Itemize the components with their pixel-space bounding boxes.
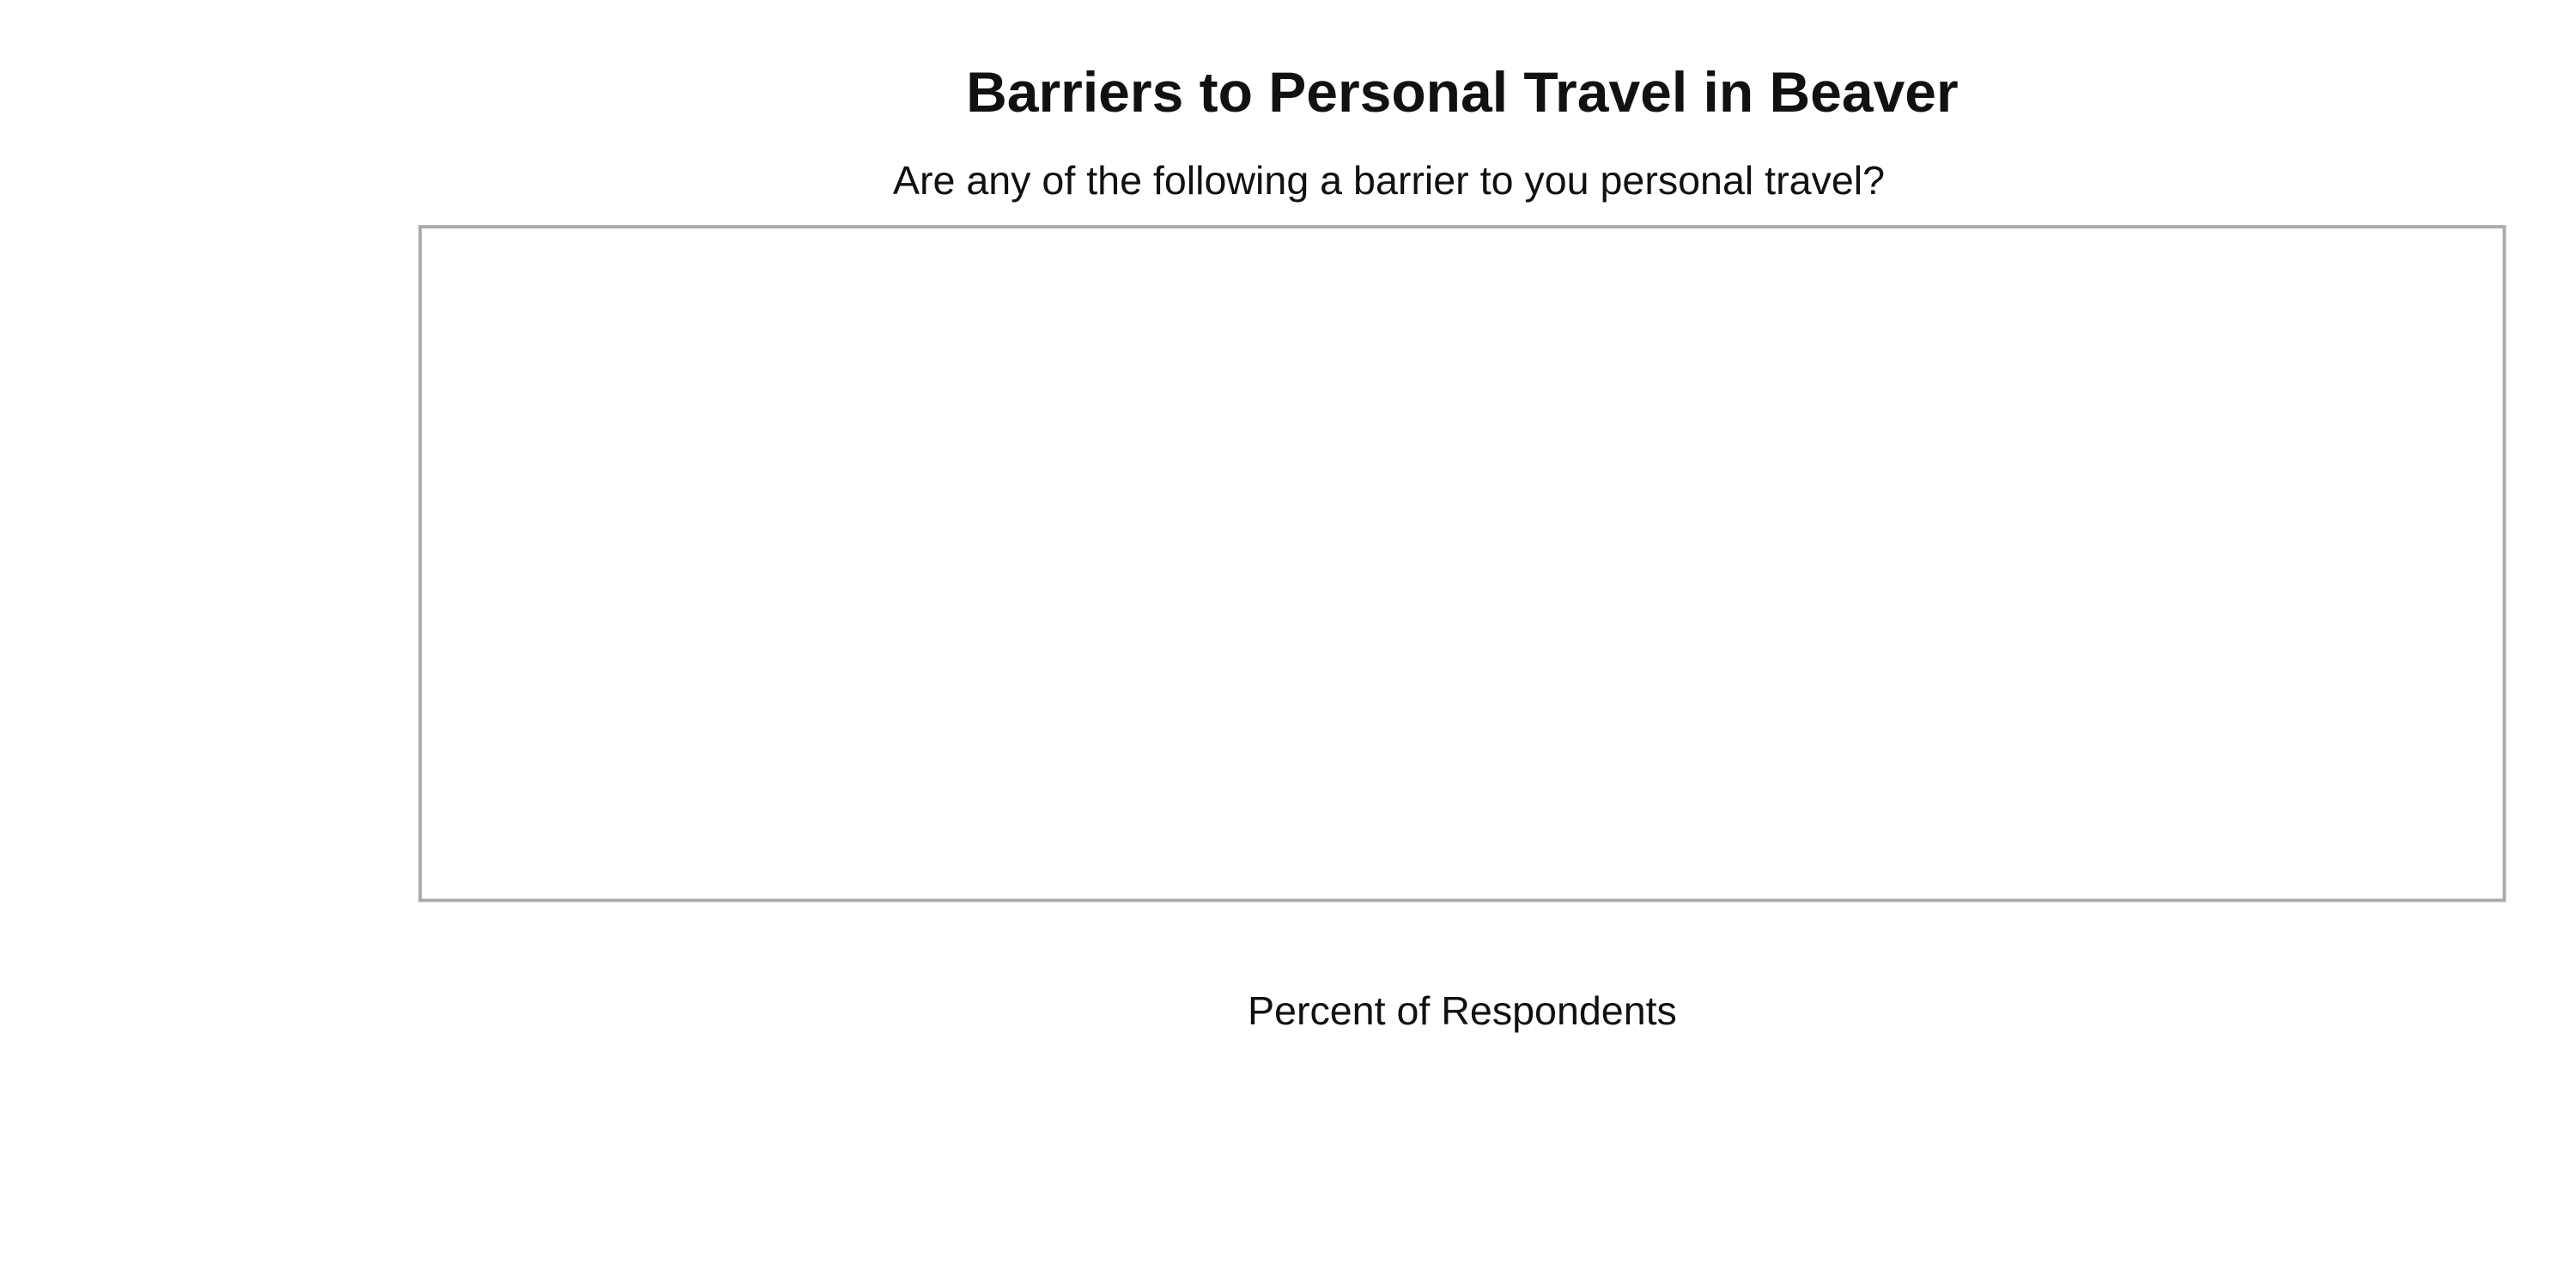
plot-frame (418, 225, 2506, 902)
chart-subtitle: Are any of the following a barrier to yo… (893, 158, 1885, 203)
chart-title: Barriers to Personal Travel in Beaver (966, 60, 1959, 124)
x-axis-title: Percent of Respondents (1248, 988, 1677, 1033)
